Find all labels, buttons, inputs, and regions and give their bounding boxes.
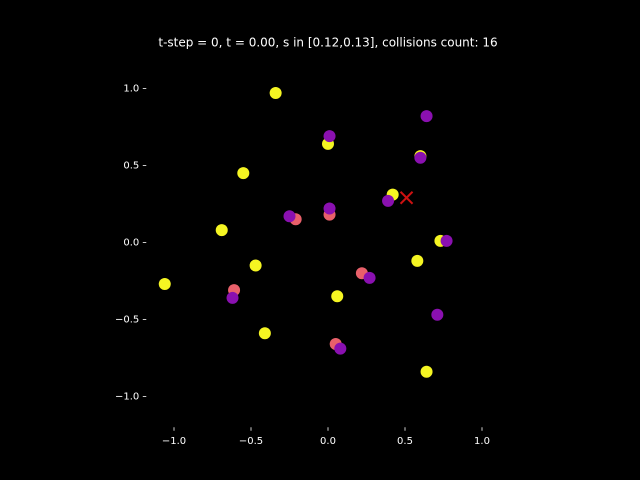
point [331,290,344,303]
point [249,259,262,272]
point [440,234,453,247]
x-tick-label: 0.0 [320,436,336,447]
x-marker [399,191,414,205]
point [420,365,433,378]
point [420,110,433,123]
y-tick-label: 0.5 [123,160,139,171]
point [411,254,424,267]
point [226,291,239,304]
point [283,210,296,223]
point [158,277,171,290]
y-tick-label: −0.5 [115,314,139,325]
point [382,194,395,207]
point [323,130,336,143]
chart-title: t-step = 0, t = 0.00, s in [0.12,0.13], … [158,36,497,50]
point [323,202,336,215]
point [215,224,228,237]
point [363,271,376,284]
x-tick-label: −1.0 [162,436,186,447]
point [334,342,347,355]
x-tick-label: −0.5 [239,436,263,447]
x-tick-label: 1.0 [474,436,490,447]
x-tick-label: 0.5 [397,436,413,447]
y-tick-label: 0.0 [123,237,139,248]
point [237,167,250,180]
y-tick-label: 1.0 [123,83,139,94]
point [414,151,427,164]
y-tick-label: −1.0 [115,391,139,402]
point [269,87,282,100]
point [431,308,444,321]
point [258,327,271,340]
